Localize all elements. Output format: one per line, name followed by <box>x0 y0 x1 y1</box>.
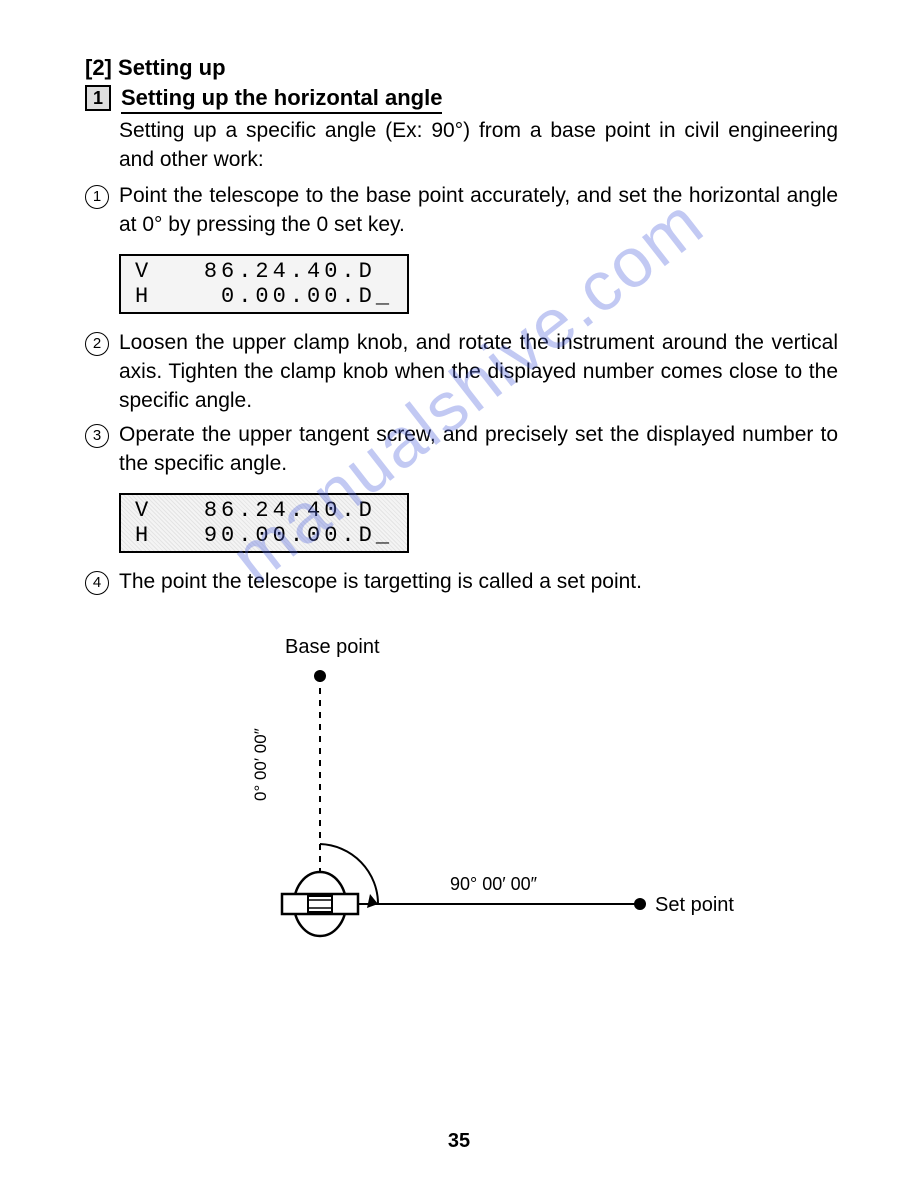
step-row: 4 The point the telescope is targetting … <box>85 567 838 596</box>
lcd-line-h: H 90.00.00.D_ <box>135 523 393 548</box>
diagram-svg <box>195 636 845 1016</box>
subsection-row: 1 Setting up the horizontal angle <box>85 85 838 114</box>
subsection-box-number: 1 <box>85 85 111 111</box>
step-marker: 1 <box>85 185 109 209</box>
section-number: [2] <box>85 55 112 80</box>
step-row: 3 Operate the upper tangent screw, and p… <box>85 420 838 479</box>
step-marker: 4 <box>85 571 109 595</box>
subsection-intro: Setting up a specific angle (Ex: 90°) fr… <box>119 116 838 175</box>
angle-diagram: Base point 0° 00′ 00″ 90° 00′ 00″ Set po… <box>195 636 845 1016</box>
lcd-line-v: V 86.24.40.D <box>135 498 393 523</box>
step-text: The point the telescope is targetting is… <box>119 567 838 596</box>
step-text: Point the telescope to the base point ac… <box>119 181 838 240</box>
step-row: 1 Point the telescope to the base point … <box>85 181 838 240</box>
step-marker: 3 <box>85 424 109 448</box>
step-text: Loosen the upper clamp knob, and rotate … <box>119 328 838 416</box>
lcd-line-v: V 86.24.40.D <box>135 259 393 284</box>
page-number: 35 <box>0 1130 918 1153</box>
step-marker: 2 <box>85 332 109 356</box>
section-heading: [2] Setting up <box>85 55 838 81</box>
lcd-line-h: H 0.00.00.D_ <box>135 284 393 309</box>
step-row: 2 Loosen the upper clamp knob, and rotat… <box>85 328 838 416</box>
section-title: Setting up <box>118 55 226 80</box>
lcd-display-1: V 86.24.40.D H 0.00.00.D_ <box>119 254 409 314</box>
lcd-display-2: V 86.24.40.D H 90.00.00.D_ <box>119 493 409 553</box>
subsection-title: Setting up the horizontal angle <box>121 85 442 114</box>
step-text: Operate the upper tangent screw, and pre… <box>119 420 838 479</box>
